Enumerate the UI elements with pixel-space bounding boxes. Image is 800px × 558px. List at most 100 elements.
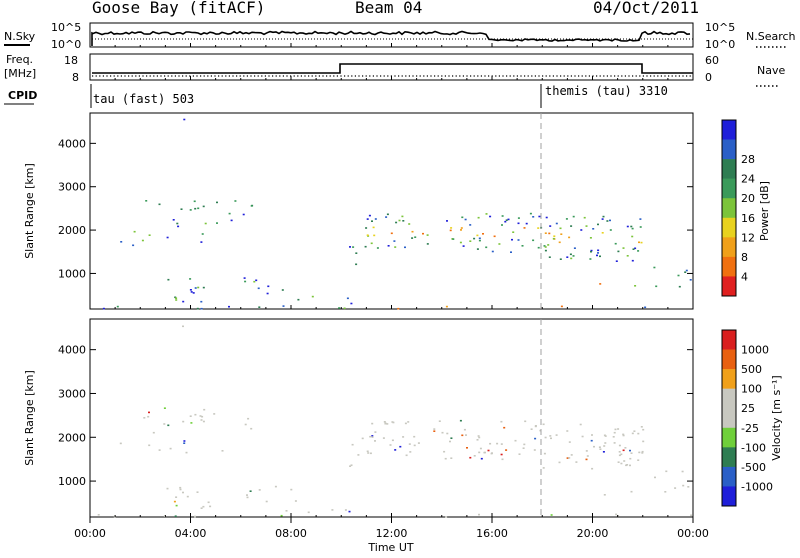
echo-cell xyxy=(372,226,375,229)
echo-cell xyxy=(479,447,482,450)
colorbar-swatch xyxy=(722,466,736,487)
echo-cell xyxy=(143,417,146,419)
echo-cell xyxy=(386,213,389,216)
echo-cell xyxy=(530,428,533,430)
echo-cell xyxy=(469,456,472,459)
echo-cell xyxy=(517,222,520,225)
echo-cell xyxy=(613,431,616,434)
echo-cell xyxy=(632,248,635,250)
echo-cell xyxy=(443,450,446,453)
ytick-label: 3000 xyxy=(58,387,86,400)
echo-cell xyxy=(373,234,376,237)
echo-cell xyxy=(202,505,205,508)
echo-cell xyxy=(148,411,150,414)
echo-cell xyxy=(374,431,377,433)
echo-cell xyxy=(640,426,643,428)
freq-label-line2: [MHz] xyxy=(4,67,36,80)
echo-cell xyxy=(575,461,578,463)
cpid-label: CPID xyxy=(8,89,37,102)
echo-cell xyxy=(552,237,555,240)
echo-cell xyxy=(592,228,595,230)
echo-cell xyxy=(642,440,645,443)
echo-cell xyxy=(414,236,417,238)
echo-cell xyxy=(352,246,355,248)
power-colorbar: 4 8 12 16 20 24 28 xyxy=(721,119,755,297)
echo-cell xyxy=(355,252,358,254)
echo-cell xyxy=(478,451,481,454)
echo-cell xyxy=(202,205,205,208)
echo-cell xyxy=(204,222,207,225)
echo-cell xyxy=(507,218,510,221)
echo-cell xyxy=(603,445,606,447)
ytick-label: 4000 xyxy=(58,344,86,357)
echo-cell xyxy=(255,279,258,282)
colorbar-tick: -1000 xyxy=(741,480,773,493)
echo-cell xyxy=(197,286,200,289)
echo-cell xyxy=(166,487,169,490)
echo-cell xyxy=(572,215,575,218)
colorbar-tick: 25 xyxy=(741,402,755,415)
echo-cell xyxy=(169,447,172,450)
echo-cell xyxy=(145,200,148,202)
echo-cell xyxy=(504,220,507,223)
echo-cell xyxy=(200,507,203,509)
echo-cell xyxy=(631,235,634,238)
echo-cell xyxy=(461,434,464,437)
colorbar-swatch xyxy=(722,330,736,350)
echo-cell xyxy=(216,222,218,224)
echo-cell xyxy=(116,305,119,308)
echo-cell xyxy=(480,457,483,460)
echo-cell xyxy=(174,296,177,299)
echo-cell xyxy=(201,233,204,235)
echo-cell xyxy=(617,250,620,253)
echo-cell xyxy=(640,241,643,244)
echo-cell xyxy=(244,423,247,426)
echo-cell xyxy=(544,249,547,252)
echo-cell xyxy=(684,271,687,273)
echo-cell xyxy=(555,434,558,436)
echo-cell xyxy=(511,238,513,241)
echo-cell xyxy=(355,263,358,266)
echo-cell xyxy=(413,444,416,447)
echo-cell xyxy=(172,219,175,221)
echo-cell xyxy=(369,452,372,455)
echo-cell xyxy=(405,454,408,457)
echo-cell xyxy=(625,464,628,467)
echo-cell xyxy=(674,487,677,489)
xtick-label: 04:00 xyxy=(175,527,207,540)
echo-cell xyxy=(207,501,210,504)
echo-cell xyxy=(476,234,479,237)
echo-cell xyxy=(346,297,349,300)
echo-cell xyxy=(368,214,371,217)
echo-cell xyxy=(534,437,537,440)
echo-cell xyxy=(242,213,245,216)
echo-cell xyxy=(482,233,484,235)
xtick-label: 16:00 xyxy=(476,527,508,540)
echo-cell xyxy=(274,485,277,488)
echo-cell xyxy=(624,447,627,449)
colorbar-swatch xyxy=(722,388,736,409)
echo-cell xyxy=(579,423,582,426)
echo-cell xyxy=(177,225,180,228)
echo-cell xyxy=(194,207,197,210)
echo-cell xyxy=(249,490,252,492)
colorbar-tick: -100 xyxy=(741,441,766,454)
echo-cell xyxy=(629,449,631,452)
cpid-mode-1: tau (fast) 503 xyxy=(93,92,194,106)
echo-cell xyxy=(570,454,573,456)
echo-cell xyxy=(382,437,385,439)
colorbar-swatch xyxy=(722,369,736,389)
echo-cell xyxy=(523,227,526,229)
echo-cell xyxy=(399,445,402,448)
echo-cell xyxy=(559,258,562,260)
echo-cell xyxy=(500,420,503,423)
echo-cell xyxy=(529,212,532,215)
echo-cell xyxy=(408,443,411,445)
echo-cell xyxy=(371,422,374,425)
power-scatter xyxy=(102,118,692,310)
echo-cell xyxy=(602,451,605,453)
freq-panel: Freq. [MHz] 18 8 60 0 Nave xyxy=(4,53,785,87)
echo-cell xyxy=(620,462,623,465)
